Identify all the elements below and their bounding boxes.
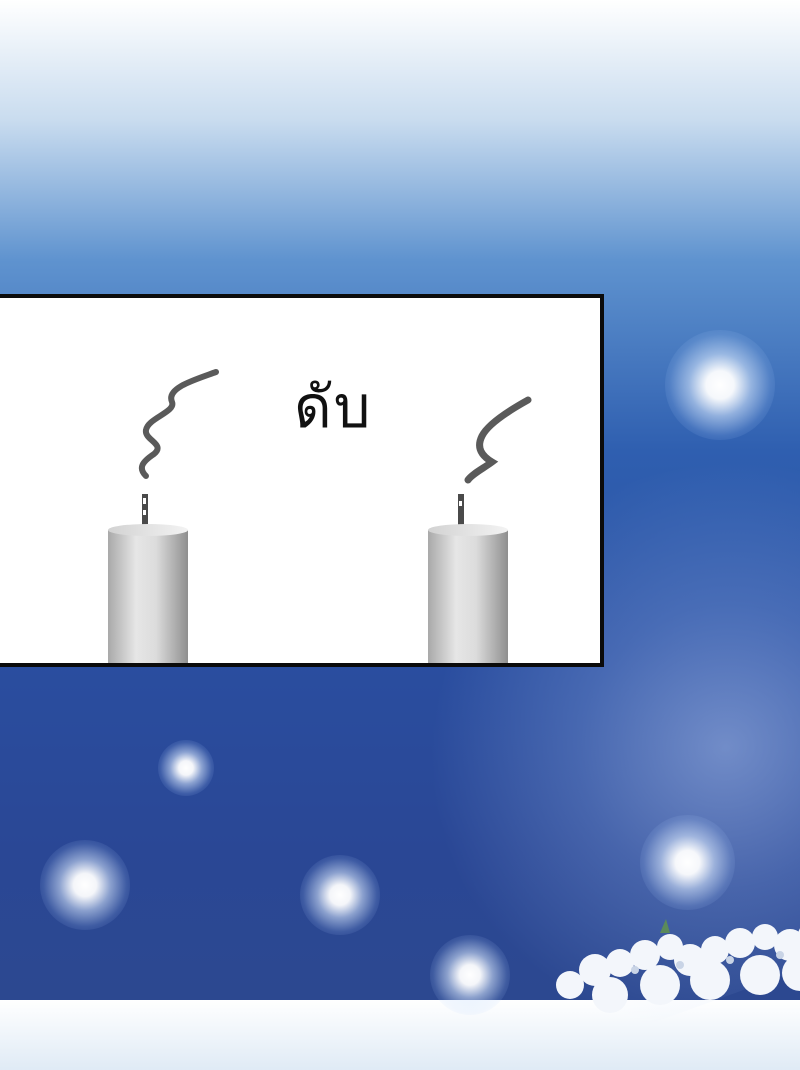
wick (458, 494, 464, 528)
light-orb (640, 815, 735, 910)
light-orb (665, 330, 775, 440)
sound-effect-text: ดับ (294, 373, 373, 441)
candle-right (428, 396, 532, 663)
light-orb (40, 840, 130, 930)
white-flowers (556, 919, 800, 1013)
candle-body (108, 530, 188, 663)
candle-top (108, 524, 188, 536)
candle-left (108, 369, 219, 663)
light-orb (158, 740, 214, 796)
light-orb (430, 935, 510, 1015)
comic-panel: ดับ (0, 294, 604, 667)
candle-body (428, 530, 508, 663)
smoke-wisp (138, 369, 219, 479)
smoke-wisp (464, 396, 532, 484)
candle-top (428, 524, 508, 536)
light-orb (300, 855, 380, 935)
